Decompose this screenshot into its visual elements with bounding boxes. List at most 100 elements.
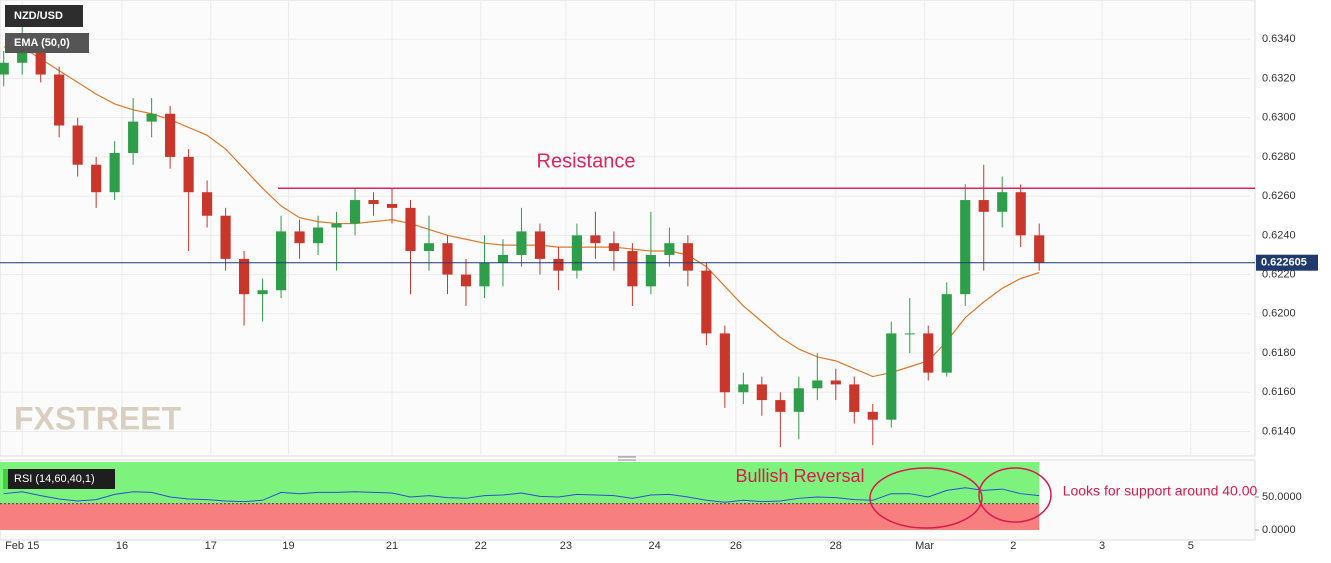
- candle-body: [738, 384, 749, 393]
- candle-body: [460, 274, 472, 287]
- candle-body: [275, 231, 287, 291]
- symbol: NZD/USD: [14, 10, 63, 22]
- candle-body: [534, 231, 546, 259]
- candle-body: [312, 227, 324, 244]
- rsi-box: [3, 469, 115, 489]
- y-tick-label: 0.6140: [1262, 425, 1296, 437]
- candle-body: [349, 200, 361, 224]
- x-tick-label: 23: [560, 540, 572, 552]
- highlight-circle: [869, 467, 983, 529]
- y-tick-label: 0.6340: [1262, 33, 1296, 45]
- candle-body: [553, 258, 564, 271]
- candle-body: [386, 203, 398, 208]
- candle-body: [886, 333, 897, 420]
- rsi-tick-label: 0.0000: [1262, 524, 1296, 536]
- candle-body: [442, 243, 453, 275]
- candle-body: [719, 333, 730, 393]
- y-tick-label: 0.6280: [1262, 151, 1296, 163]
- candle-body: [756, 384, 767, 401]
- candle-body: [904, 333, 915, 335]
- candle-body: [830, 380, 841, 385]
- candle-body: [220, 215, 231, 259]
- y-tick-label: 0.6200: [1262, 308, 1296, 320]
- candle-body: [849, 384, 860, 412]
- candle-body: [627, 251, 638, 287]
- candle-body: [238, 258, 250, 295]
- x-tick-label: Mar: [915, 540, 934, 552]
- y-tick-label: 0.6240: [1262, 229, 1296, 241]
- rsi-label: RSI (14,60,40,1): [14, 473, 95, 485]
- x-tick-label: 17: [205, 540, 217, 552]
- candles: Resistance 0.622605: [0, 25, 1318, 448]
- candle-body: [368, 200, 379, 204]
- candle-body: [923, 333, 934, 373]
- plot-background: [0, 0, 1256, 457]
- grid: [0, 0, 1250, 455]
- y-tick-label: 0.6260: [1262, 190, 1296, 202]
- candle-body: [91, 164, 102, 193]
- annotation: Bullish Reversal: [735, 466, 864, 486]
- candle-body: [423, 243, 435, 252]
- candle-body: [867, 411, 878, 420]
- candle-body: [109, 152, 120, 193]
- ema-label: EMA (50,0): [14, 37, 70, 49]
- x-tick-label: 16: [116, 540, 128, 552]
- x-tick-label: 3: [1099, 540, 1105, 552]
- x-tick-label: 21: [386, 540, 398, 552]
- last-price-label: 0.622605: [1261, 257, 1307, 269]
- candle-body: [202, 192, 213, 216]
- candle-body: [128, 121, 139, 153]
- y-tick-label: 0.6320: [1262, 72, 1296, 84]
- rsi-line: [3, 487, 1040, 503]
- x-tick-label: 26: [730, 540, 742, 552]
- candle-body: [1015, 192, 1026, 236]
- candle-body: [997, 192, 1008, 212]
- annotation: Looks for support around 40.00: [1063, 483, 1258, 499]
- resistance-label: Resistance: [537, 151, 636, 173]
- candle-body: [608, 243, 619, 252]
- candle-body: [793, 388, 804, 412]
- symbol-box: [5, 5, 83, 27]
- x-tick-label: 5: [1188, 540, 1194, 552]
- candle-body: [1034, 235, 1045, 263]
- candle-body: [571, 235, 583, 271]
- rsi-tick-label: 50.0000: [1262, 491, 1302, 503]
- candle-body: [479, 262, 490, 287]
- candle-body: [775, 400, 786, 412]
- candle-body: [516, 231, 527, 255]
- x-tick-label: 24: [648, 540, 660, 552]
- rsi-panel: 0.0000 50.0000 RSI (14,60,40,1) Bullish Rev…: [0, 462, 1302, 536]
- rsi-upper-zone: [0, 462, 1040, 504]
- rsi-lower-zone: [0, 503, 1040, 530]
- candle-body: [165, 113, 176, 157]
- y-tick-label: 0.6160: [1262, 386, 1296, 398]
- candle-body: [682, 243, 693, 271]
- candle-body: [978, 200, 989, 212]
- y-tick-label: 0.6300: [1262, 112, 1296, 124]
- x-tick-label: 22: [475, 540, 487, 552]
- watermark: FXSTREET: [14, 400, 182, 436]
- x-tick-label: 19: [282, 540, 294, 552]
- candle-body: [72, 125, 83, 165]
- candle-body: [54, 74, 65, 126]
- candle-body: [590, 235, 601, 244]
- candle-body: [497, 254, 509, 263]
- last-price-box: [1256, 254, 1318, 271]
- y-tick-label: 0.6180: [1262, 347, 1296, 359]
- candle-body: [645, 254, 656, 287]
- rsi-box-accent: [3, 469, 8, 489]
- candle-body: [941, 294, 952, 373]
- candle-body: [294, 231, 305, 244]
- y-tick-label: 0.6220: [1262, 268, 1296, 280]
- candle-body: [183, 156, 194, 193]
- candle-body: [701, 270, 712, 334]
- candle-body: [405, 207, 416, 252]
- candle-body: [35, 43, 46, 75]
- candle-body: [664, 243, 675, 255]
- candle-body: [146, 113, 157, 122]
- candle-body: [331, 223, 342, 228]
- highlight-circle: [978, 467, 1052, 523]
- candle-body: [812, 380, 823, 389]
- ema-box: [5, 33, 89, 53]
